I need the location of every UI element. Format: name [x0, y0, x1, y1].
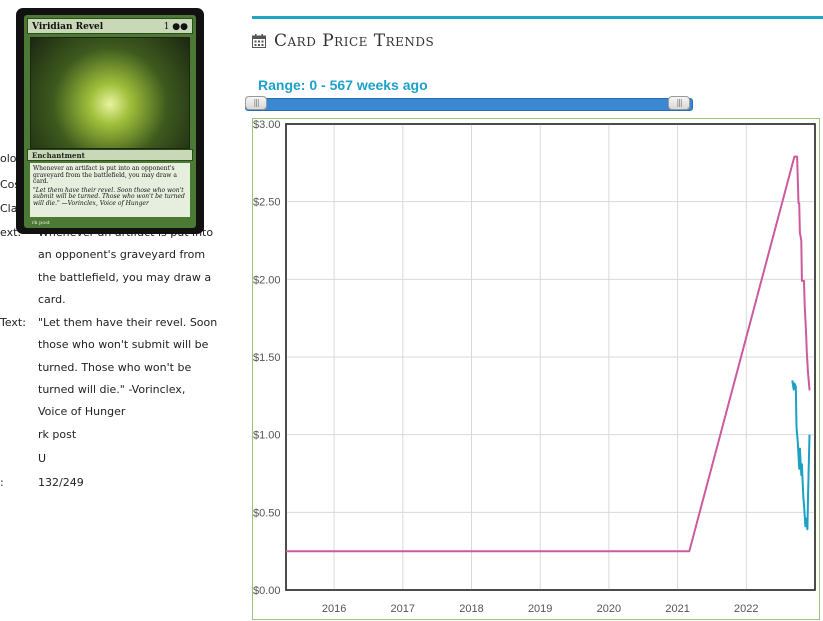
range-label: Range: 0 - 567 weeks ago [258, 77, 428, 93]
x-tick-label: 2018 [459, 603, 483, 615]
x-tick-label: 2019 [528, 603, 552, 615]
detail-value: Whenever an artifact is put into an oppo… [38, 222, 218, 311]
range-slider-right-handle[interactable]: ||| [668, 96, 690, 110]
card-name-bar: Viridian Revel 1 ●● [27, 18, 193, 34]
card-text-box: Whenever an artifact is put into an oppo… [30, 163, 190, 217]
detail-label: ext: [0, 226, 22, 239]
x-tick-label: 2016 [322, 603, 346, 615]
calendar-icon [252, 34, 266, 48]
y-tick-label: $1.50 [253, 352, 281, 364]
x-tick-label: 2022 [734, 603, 758, 615]
detail-label: Text: [0, 316, 26, 329]
detail-value: "Let them have their revel. Soon those w… [38, 312, 218, 423]
y-tick-label: $1.00 [253, 430, 281, 442]
y-tick-label: $2.50 [253, 197, 281, 209]
collector-number-value: 132/249 [38, 476, 84, 489]
card-type-line: Enchantment [27, 149, 193, 161]
price-chart-svg: $0.00 $0.50 $1.00 $1.50 $2.00 $2.50 $3.00 2016 2… [252, 118, 820, 620]
detail-label: Cos [0, 178, 21, 191]
detail-label: Cla [0, 202, 18, 215]
card-frame: Viridian Revel 1 ●● Enchantment Whenever… [24, 15, 196, 228]
artist-value: rk post [38, 428, 77, 441]
card-mana-cost: 1 ●● [163, 22, 188, 32]
card-artist: rk post [32, 220, 50, 226]
x-tick-label: 2020 [597, 603, 621, 615]
price-series-line-1 [286, 155, 811, 553]
detail-value: rk post [38, 424, 218, 446]
panel-title-text: Card Price Trends [274, 31, 435, 51]
panel-top-rule [252, 16, 823, 19]
y-tick-label: $0.50 [253, 507, 281, 519]
x-tick-label: 2021 [665, 603, 689, 615]
rules-text-line: the battlefield, you may draw a [38, 270, 212, 284]
card-details-panel: olo Cos Cla ext: Whenever an artifact is… [0, 0, 240, 621]
y-tick-label: $2.00 [253, 274, 281, 286]
y-tick-label: $0.00 [253, 585, 281, 597]
chart-outer-border [252, 118, 820, 620]
range-slider-left-handle[interactable]: ||| [245, 96, 267, 110]
detail-label: : [0, 476, 4, 489]
y-tick-label: $3.00 [253, 119, 281, 131]
card-rules-text: Whenever an artifact is put into an oppo… [33, 165, 177, 186]
detail-value: U [38, 448, 218, 470]
flavor-text-line: turned. Those who won't be [38, 360, 192, 374]
rarity-value: U [38, 452, 47, 465]
card-art [30, 37, 190, 149]
price-chart: $0.00 $0.50 $1.00 $1.50 $2.00 $2.50 $3.00 2016 2… [252, 118, 820, 620]
detail-value: 132/249 [38, 472, 218, 494]
flavor-text-line: those who won't submit will be [38, 338, 209, 352]
card-flavor-text: "Let them have their revel. Soon those w… [33, 186, 185, 207]
detail-label: olo [0, 152, 17, 165]
price-series-line-2 [791, 380, 811, 531]
rules-text-line: card. [38, 292, 66, 306]
card-name: Viridian Revel [32, 22, 104, 32]
range-slider-track[interactable] [245, 98, 693, 111]
panel-title: Card Price Trends [252, 30, 434, 52]
flavor-text-line: turned will die." -Vorinclex, [38, 382, 186, 396]
flavor-text-line: Voice of Hunger [38, 405, 126, 419]
flavor-text-line: "Let them have their revel. Soon [38, 316, 218, 329]
card-image: Viridian Revel 1 ●● Enchantment Whenever… [16, 8, 204, 234]
rules-text-line: an opponent's graveyard from [38, 248, 206, 262]
plot-frame [285, 123, 816, 591]
x-tick-label: 2017 [391, 603, 415, 615]
